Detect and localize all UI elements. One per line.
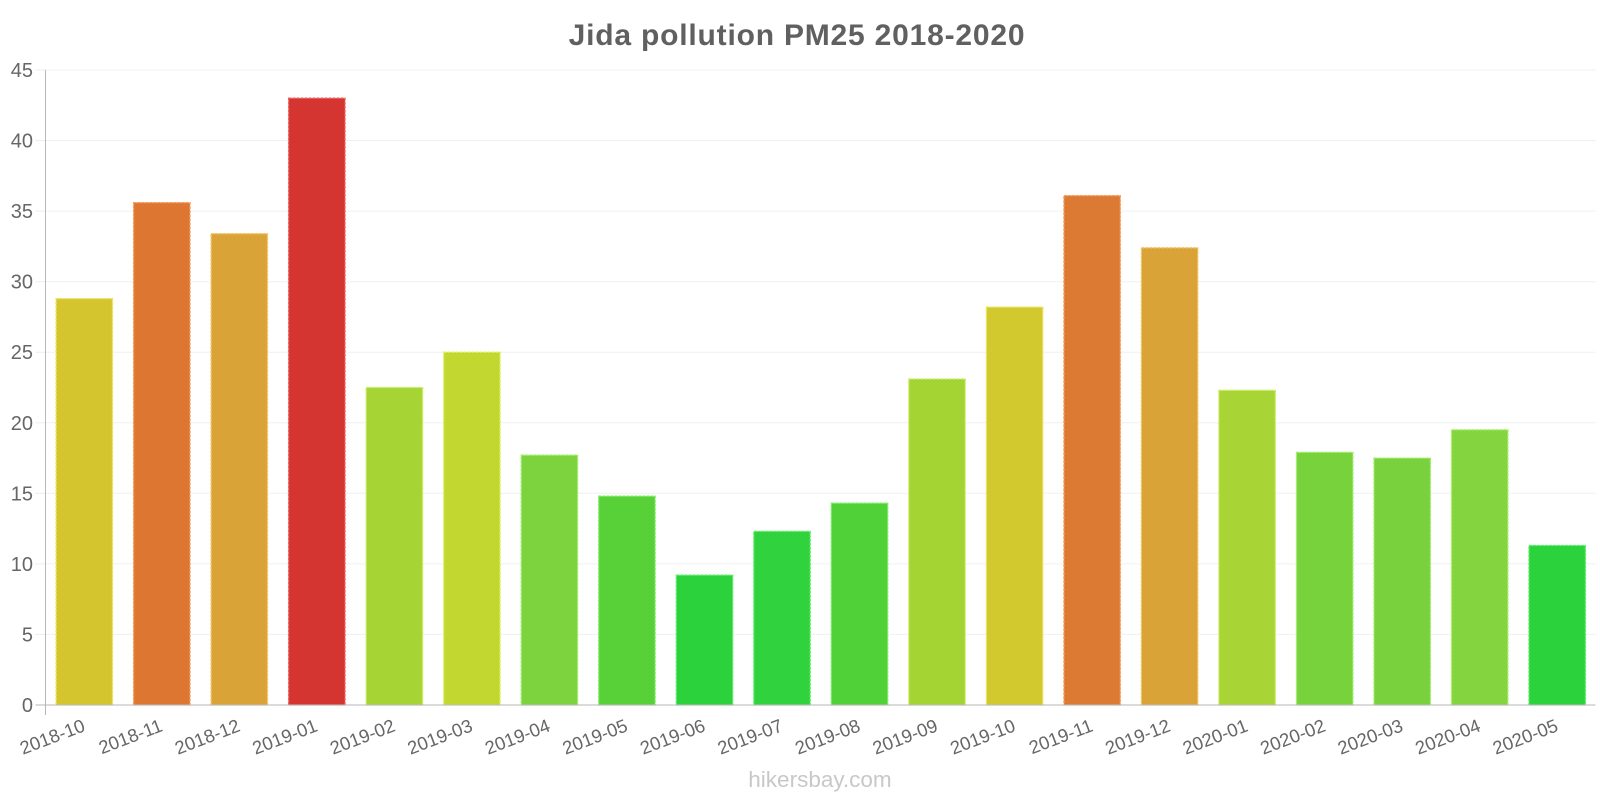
svg-text:25: 25 (11, 342, 33, 364)
svg-text:35: 35 (11, 201, 33, 223)
svg-text:5: 5 (22, 624, 33, 646)
svg-text:Jida pollution PM25 2018-2020: Jida pollution PM25 2018-2020 (569, 19, 1026, 52)
svg-text:hikersbay.com: hikersbay.com (748, 767, 891, 792)
svg-text:20: 20 (11, 413, 33, 435)
svg-text:30: 30 (11, 272, 33, 294)
svg-text:0: 0 (22, 695, 33, 717)
svg-text:15: 15 (11, 483, 33, 505)
svg-text:45: 45 (11, 60, 33, 82)
svg-text:10: 10 (11, 554, 33, 576)
svg-text:40: 40 (11, 131, 33, 153)
